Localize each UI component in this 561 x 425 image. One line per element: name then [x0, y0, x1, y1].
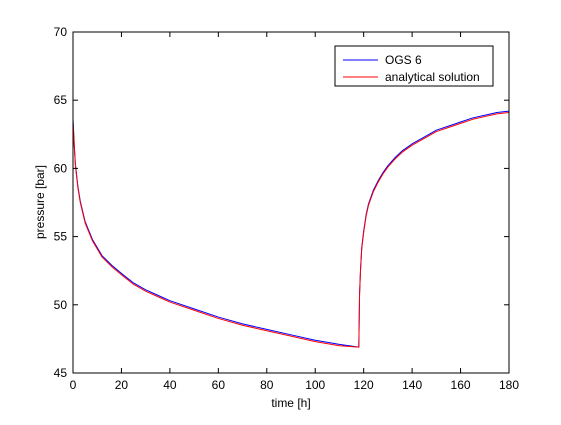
x-tick-label: 160: [451, 378, 471, 392]
x-axis-title: time [h]: [271, 396, 310, 410]
series-line-analytical: [72, 111, 510, 348]
series-layer: [72, 110, 510, 348]
y-tick-label: 70: [54, 25, 68, 39]
x-tick-label: 80: [260, 378, 274, 392]
legend: OGS 6 analytical solution: [334, 45, 494, 87]
y-tick-label: 45: [54, 366, 68, 380]
y-tick-label: 55: [54, 230, 68, 244]
ticks-layer: 0 20 40 60 80 100 120 140 160 180 45 50 55 60 65 70: [54, 25, 520, 392]
x-tick-label: 140: [402, 378, 422, 392]
legend-box: [334, 45, 494, 87]
y-tick-label: 60: [54, 161, 68, 175]
y-tick-label: 65: [54, 93, 68, 107]
x-tick-label: 60: [212, 378, 226, 392]
x-tick-label: 180: [499, 378, 519, 392]
legend-label-analytical: analytical solution: [385, 70, 480, 84]
y-tick-label: 50: [54, 298, 68, 312]
x-tick-label: 20: [115, 378, 129, 392]
plot-area: [73, 32, 509, 373]
x-tick-label: 40: [163, 378, 177, 392]
plot-frame: [72, 31, 510, 374]
legend-label-ogs6: OGS 6: [385, 53, 422, 67]
x-tick-label: 120: [354, 378, 374, 392]
x-tick-label: 100: [305, 378, 325, 392]
y-axis-title: pressure [bar]: [33, 165, 47, 239]
x-tick-label: 0: [70, 378, 77, 392]
